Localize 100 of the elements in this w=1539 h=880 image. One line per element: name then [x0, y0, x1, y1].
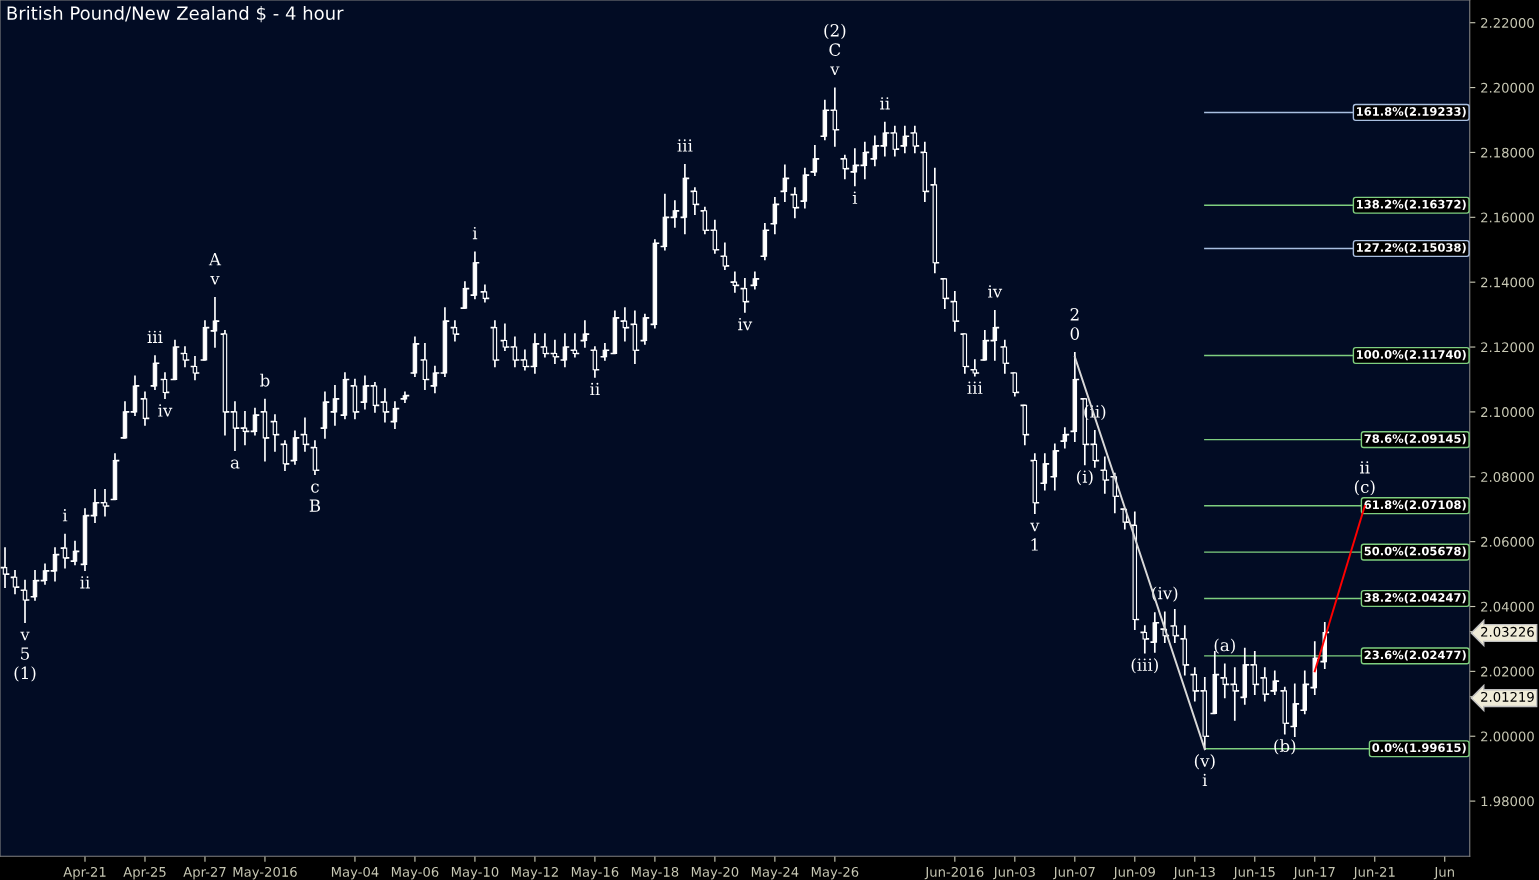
y-tick-label: 2.04000 — [1481, 601, 1534, 612]
annotation: A v — [208, 253, 222, 285]
annotation: (i) — [1076, 470, 1093, 486]
x-tick-label: May-12 — [511, 866, 558, 880]
candlestick — [1132, 511, 1138, 631]
annotation: iii — [967, 381, 983, 394]
candlestick — [1072, 352, 1078, 442]
y-tick-label: 2.06000 — [1481, 536, 1534, 547]
candlestick — [612, 310, 618, 355]
ref-line-label: 100.0%(2.11740) — [1356, 349, 1466, 361]
candlestick — [792, 187, 798, 219]
candlestick — [362, 375, 368, 410]
annotation: iv — [988, 285, 1003, 298]
candlestick — [1032, 453, 1038, 514]
annotation: (iii) — [1131, 658, 1158, 674]
x-tick-label: May-26 — [811, 866, 859, 880]
candlestick — [872, 135, 878, 167]
candlestick — [932, 167, 938, 274]
x-tick-label: Apr-25 — [123, 866, 166, 880]
x-tick-label: Jun-13 — [1173, 866, 1215, 880]
candlestick — [312, 440, 318, 476]
ref-line-label: 0.0%(1.99615) — [1372, 743, 1466, 754]
candlestick — [432, 365, 438, 394]
candlestick — [1052, 443, 1058, 491]
candlestick — [862, 141, 868, 180]
candlestick — [222, 329, 228, 436]
x-tick-label: May-04 — [331, 866, 379, 880]
x-tick-label: May-2016 — [233, 866, 297, 880]
candlestick — [672, 200, 678, 228]
ref-line-label: 161.8%(2.19233) — [1356, 106, 1466, 118]
y-tick-label: 2.08000 — [1481, 471, 1534, 482]
x-tick-label: May-06 — [391, 866, 439, 880]
candlestick — [262, 398, 268, 462]
y-tick-label: 2.00000 — [1481, 731, 1534, 742]
candlestick — [372, 381, 378, 413]
annotation: iii — [147, 330, 163, 343]
x-tick-label: May-20 — [691, 866, 739, 880]
candlestick — [582, 320, 588, 348]
candlestick — [22, 579, 28, 623]
candlestick — [1312, 641, 1318, 695]
ref-line-label: 23.6%(2.02477) — [1364, 650, 1466, 661]
candlestick — [922, 141, 928, 202]
candlestick — [72, 540, 78, 566]
candlestick — [332, 385, 338, 426]
candlestick — [182, 346, 188, 368]
y-tick-label: 2.01219 — [1481, 691, 1534, 702]
candlestick — [752, 271, 758, 290]
candlestick — [962, 333, 968, 374]
candlestick — [412, 336, 418, 378]
candlestick — [202, 320, 208, 361]
candlestick — [42, 563, 48, 585]
candlestick — [462, 281, 468, 309]
x-tick-label: May-18 — [631, 866, 679, 880]
annotation: (a) — [1214, 638, 1235, 654]
x-tick-label: Jun — [1433, 867, 1454, 880]
candlestick — [1092, 429, 1098, 468]
candlestick — [352, 378, 358, 420]
candlestick — [642, 313, 648, 345]
candlestick — [442, 307, 448, 378]
candlestick — [472, 251, 478, 300]
candlestick — [1242, 647, 1248, 705]
candlestick — [542, 333, 548, 358]
x-tick-label: Jun-09 — [1113, 866, 1155, 880]
y-tick-label: 2.12000 — [1481, 342, 1534, 353]
candlestick — [1102, 456, 1108, 494]
y-tick-label: 2.22000 — [1481, 17, 1534, 28]
candlestick — [1172, 608, 1178, 644]
candlestick — [622, 307, 628, 342]
candlestick — [1272, 670, 1278, 695]
candlestick — [342, 372, 348, 420]
candlestick — [882, 121, 888, 157]
candlestick — [162, 372, 168, 400]
ref-line-label: 78.6%(2.09145) — [1364, 434, 1466, 445]
candlestick — [1302, 670, 1308, 715]
candlestick — [902, 125, 908, 154]
candlestick — [1042, 453, 1048, 491]
candlestick — [502, 323, 508, 352]
ref-line-label: 61.8%(2.07108) — [1364, 500, 1466, 511]
candlestick — [702, 206, 708, 235]
candlestick — [892, 125, 898, 157]
candlestick — [232, 401, 238, 452]
candlestick — [842, 154, 848, 180]
candlestick — [1002, 339, 1008, 374]
annotation: iii — [677, 139, 693, 152]
annotation: c B — [309, 483, 321, 512]
x-tick-label: Jun-03 — [993, 866, 1035, 880]
y-tick-label: 2.03226 — [1481, 626, 1534, 637]
candlestick — [1222, 663, 1228, 699]
annotation: a — [230, 459, 240, 469]
candlestick — [1152, 612, 1158, 653]
chart-title: British Pound/New Zealand $ - 4 hour — [7, 5, 344, 23]
y-tick-label: 1.98000 — [1481, 796, 1534, 807]
candlestick — [142, 391, 148, 426]
x-tick-label: Jun-17 — [1293, 867, 1335, 880]
y-tick-label: 2.16000 — [1481, 212, 1534, 223]
candlestick — [912, 125, 918, 154]
x-tick-label: Jun-07 — [1053, 866, 1095, 880]
candlestick — [292, 430, 298, 465]
candlestick — [302, 417, 308, 452]
annotation: v 5 (1) — [14, 631, 36, 682]
